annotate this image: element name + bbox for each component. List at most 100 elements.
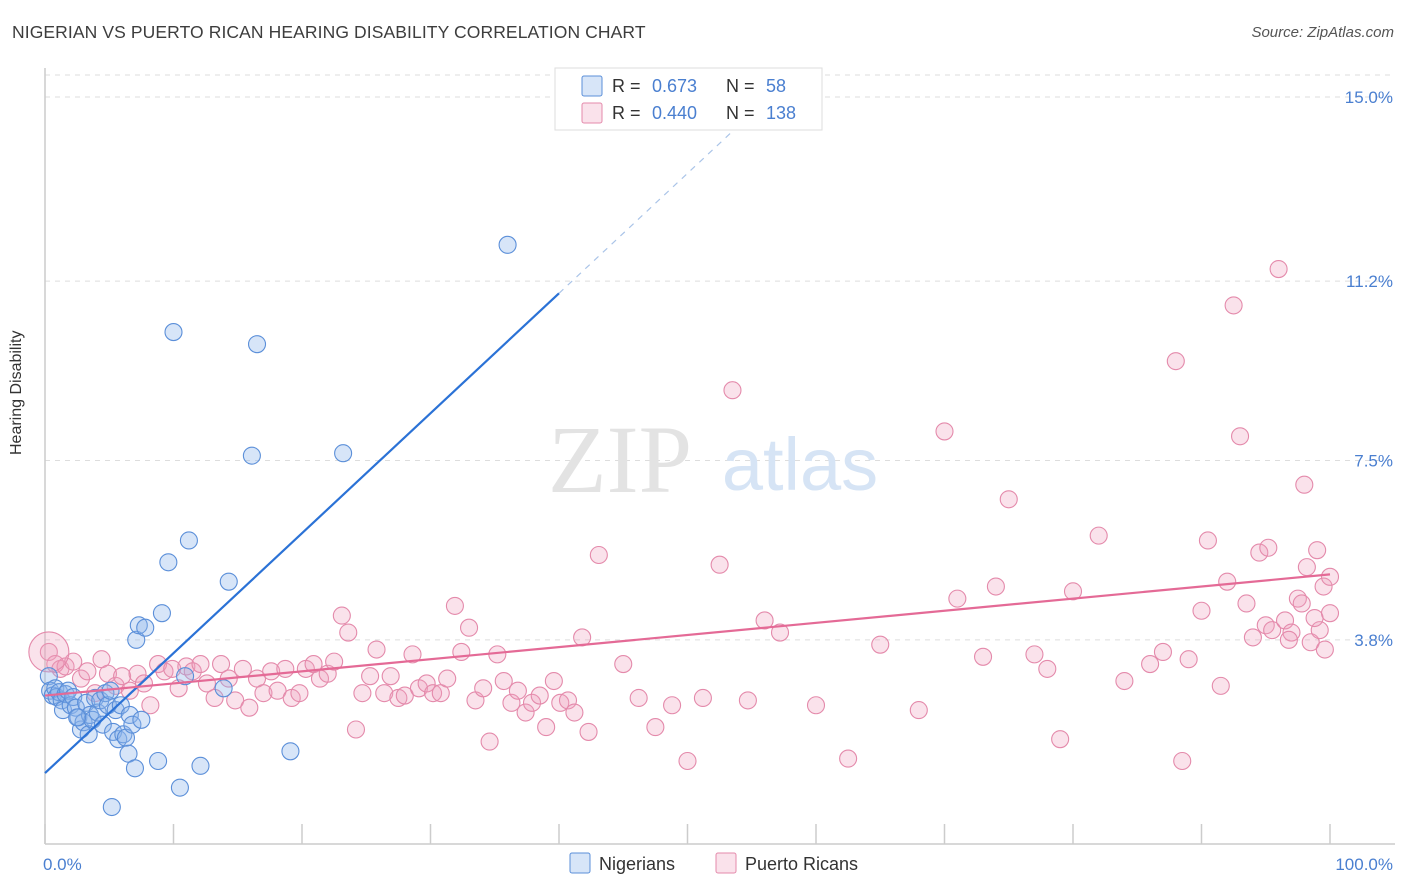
puerto-ricans-point: [530, 686, 549, 705]
puerto-ricans-point: [367, 640, 386, 659]
puerto-ricans-point: [1282, 623, 1301, 642]
puerto-ricans-point: [1153, 642, 1172, 661]
puerto-ricans-trend-line: [44, 573, 1331, 697]
nigerians-point: [219, 572, 238, 591]
puerto-ricans-point: [290, 684, 309, 703]
puerto-ricans-point: [1089, 526, 1108, 545]
nigerians-point: [149, 751, 168, 771]
trend-lines: [44, 130, 1331, 774]
n-label: N =: [726, 103, 755, 123]
puerto-ricans-point: [64, 652, 83, 671]
puerto-ricans-point: [445, 596, 464, 615]
puerto-ricans-point: [1279, 630, 1298, 649]
puerto-ricans-point: [149, 655, 168, 674]
puerto-ricans-point: [71, 669, 91, 688]
nigerians-point: [79, 725, 98, 744]
nigerians-point: [77, 693, 96, 712]
series-nigerians: [39, 235, 517, 817]
n-label: N =: [726, 76, 755, 96]
puerto-ricans-point: [1301, 633, 1320, 652]
puerto-ricans-point: [693, 688, 712, 708]
nigerians-point: [127, 630, 146, 649]
puerto-ricans-point: [579, 722, 598, 741]
source-label: Source: ZipAtlas.com: [1251, 24, 1394, 41]
puerto-ricans-point: [1305, 608, 1324, 628]
puerto-ricans-point: [565, 703, 584, 722]
puerto-ricans-point: [839, 749, 858, 768]
puerto-ricans-point: [205, 688, 224, 708]
nigerians-point: [242, 446, 261, 465]
puerto-ricans-point: [1269, 260, 1288, 279]
puerto-ricans-point: [1237, 594, 1256, 613]
nigerians-point: [179, 531, 198, 550]
puerto-ricans-point: [332, 606, 351, 625]
puerto-ricans-point: [325, 652, 344, 671]
puerto-ricans-point: [494, 671, 513, 691]
puerto-ricans-point: [1320, 567, 1340, 586]
puerto-ricans-point: [1243, 628, 1262, 647]
puerto-ricans-point: [417, 674, 436, 693]
r-label: R =: [612, 103, 641, 123]
puerto-ricans-point: [1218, 572, 1237, 591]
puerto-ricans-point: [1292, 594, 1311, 613]
nigerians-point: [106, 701, 125, 720]
nigerians-point: [498, 235, 517, 254]
puerto-ricans-point: [346, 720, 366, 739]
nigerians-point: [159, 553, 178, 572]
puerto-ricans-point: [516, 703, 535, 722]
axes: 0.0% 100.0%: [43, 68, 1395, 874]
nigerians-swatch: [581, 75, 603, 97]
puerto-ricans-point: [1315, 640, 1334, 659]
n-value: 138: [766, 103, 796, 123]
y-tick-label: 15.0%: [1345, 88, 1393, 107]
y-tick-label: 3.8%: [1354, 631, 1393, 650]
puerto-ricans-point: [134, 674, 153, 693]
series-legend: Nigerians Puerto Ricans: [569, 852, 858, 874]
puerto-ricans-point: [1166, 352, 1185, 371]
puerto-ricans-point: [1297, 558, 1316, 577]
watermark-zip: ZIP: [548, 406, 692, 513]
puerto-ricans-point: [381, 667, 400, 686]
puerto-ricans-point: [909, 701, 928, 720]
puerto-ricans-point: [614, 655, 633, 674]
puerto-ricans-point: [710, 555, 729, 574]
puerto-ricans-point: [226, 691, 245, 710]
puerto-ricans-point: [1179, 650, 1198, 669]
puerto-ricans-point: [806, 696, 826, 715]
puerto-ricans-point: [663, 696, 682, 715]
puerto-ricans-point: [1025, 645, 1044, 664]
puerto-ricans-point: [268, 681, 287, 700]
x-tick-label: 0.0%: [43, 855, 82, 874]
puerto-ricans-point: [1211, 676, 1230, 695]
nigerians-point: [281, 742, 300, 761]
nigerians-point: [132, 710, 151, 729]
nigerians-point: [170, 778, 189, 797]
n-value: 58: [766, 76, 786, 96]
puerto-ricans-point: [1198, 531, 1217, 550]
puerto-ricans-point: [1141, 655, 1160, 674]
legend-label: Nigerians: [599, 854, 675, 874]
puerto-ricans-point: [141, 696, 160, 715]
puerto-ricans-point: [1115, 671, 1134, 691]
puerto-ricans-point: [646, 718, 665, 737]
puerto-ricans-point: [1295, 475, 1314, 494]
puerto-ricans-point: [474, 679, 493, 698]
puerto-ricans-point: [191, 655, 210, 674]
puerto-ricans-point: [339, 623, 358, 642]
stats-legend-box: [554, 67, 823, 131]
nigerians-point: [214, 679, 233, 698]
puerto-ricans-point: [770, 623, 790, 642]
r-label: R =: [612, 76, 641, 96]
puerto-ricans-point: [544, 671, 563, 691]
puerto-ricans-point: [375, 684, 394, 703]
y-tick-label: 7.5%: [1354, 452, 1393, 471]
puerto-ricans-point: [935, 422, 954, 441]
puerto-ricans-point: [240, 698, 259, 717]
puerto-ricans-swatch: [581, 102, 603, 124]
puerto-ricans-point: [755, 611, 774, 630]
puerto-ricans-point: [948, 589, 967, 608]
puerto-ricans-point: [403, 645, 422, 664]
puerto-ricans-point: [871, 635, 890, 654]
puerto-ricans-point: [424, 684, 443, 703]
